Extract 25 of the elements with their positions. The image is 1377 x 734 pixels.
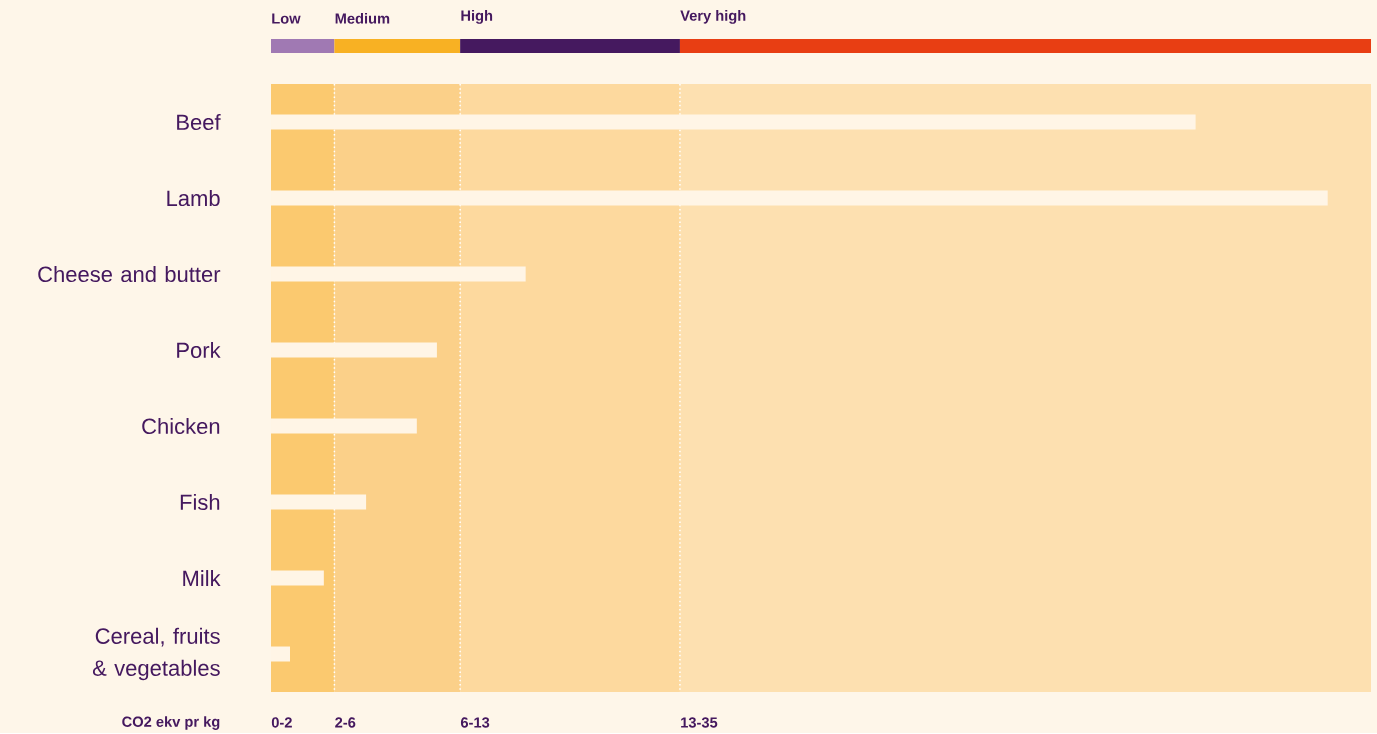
y-tick-label: Cheese and butter [38,265,221,282]
bar [271,266,526,282]
bar [271,342,437,358]
y-tick-label: Chicken [142,417,220,434]
y-tick-label: Fish [180,493,220,510]
text: Very high [680,9,746,24]
bar [271,190,1328,206]
text: Low [272,13,301,24]
text: High [461,9,493,24]
text: 0-2 [271,717,292,728]
bar [271,418,417,434]
text: 2-6 [335,717,356,728]
x-axis-title: CO2 ekv pr kg [122,715,220,730]
y-tick-label: Cereal, fruits & vegetables [92,627,220,681]
y-tick-label: Lamb [167,189,220,206]
bar [271,494,367,510]
y-tick-label: Beef [177,113,221,130]
bar [271,646,291,662]
bar [271,570,324,586]
y-tick-label: Pork [177,341,221,358]
text: Medium [335,12,390,24]
text: 6-13 [460,717,490,728]
bar [271,114,1196,130]
y-tick-label: Milk [183,569,221,586]
text: 13-35 [681,717,718,728]
